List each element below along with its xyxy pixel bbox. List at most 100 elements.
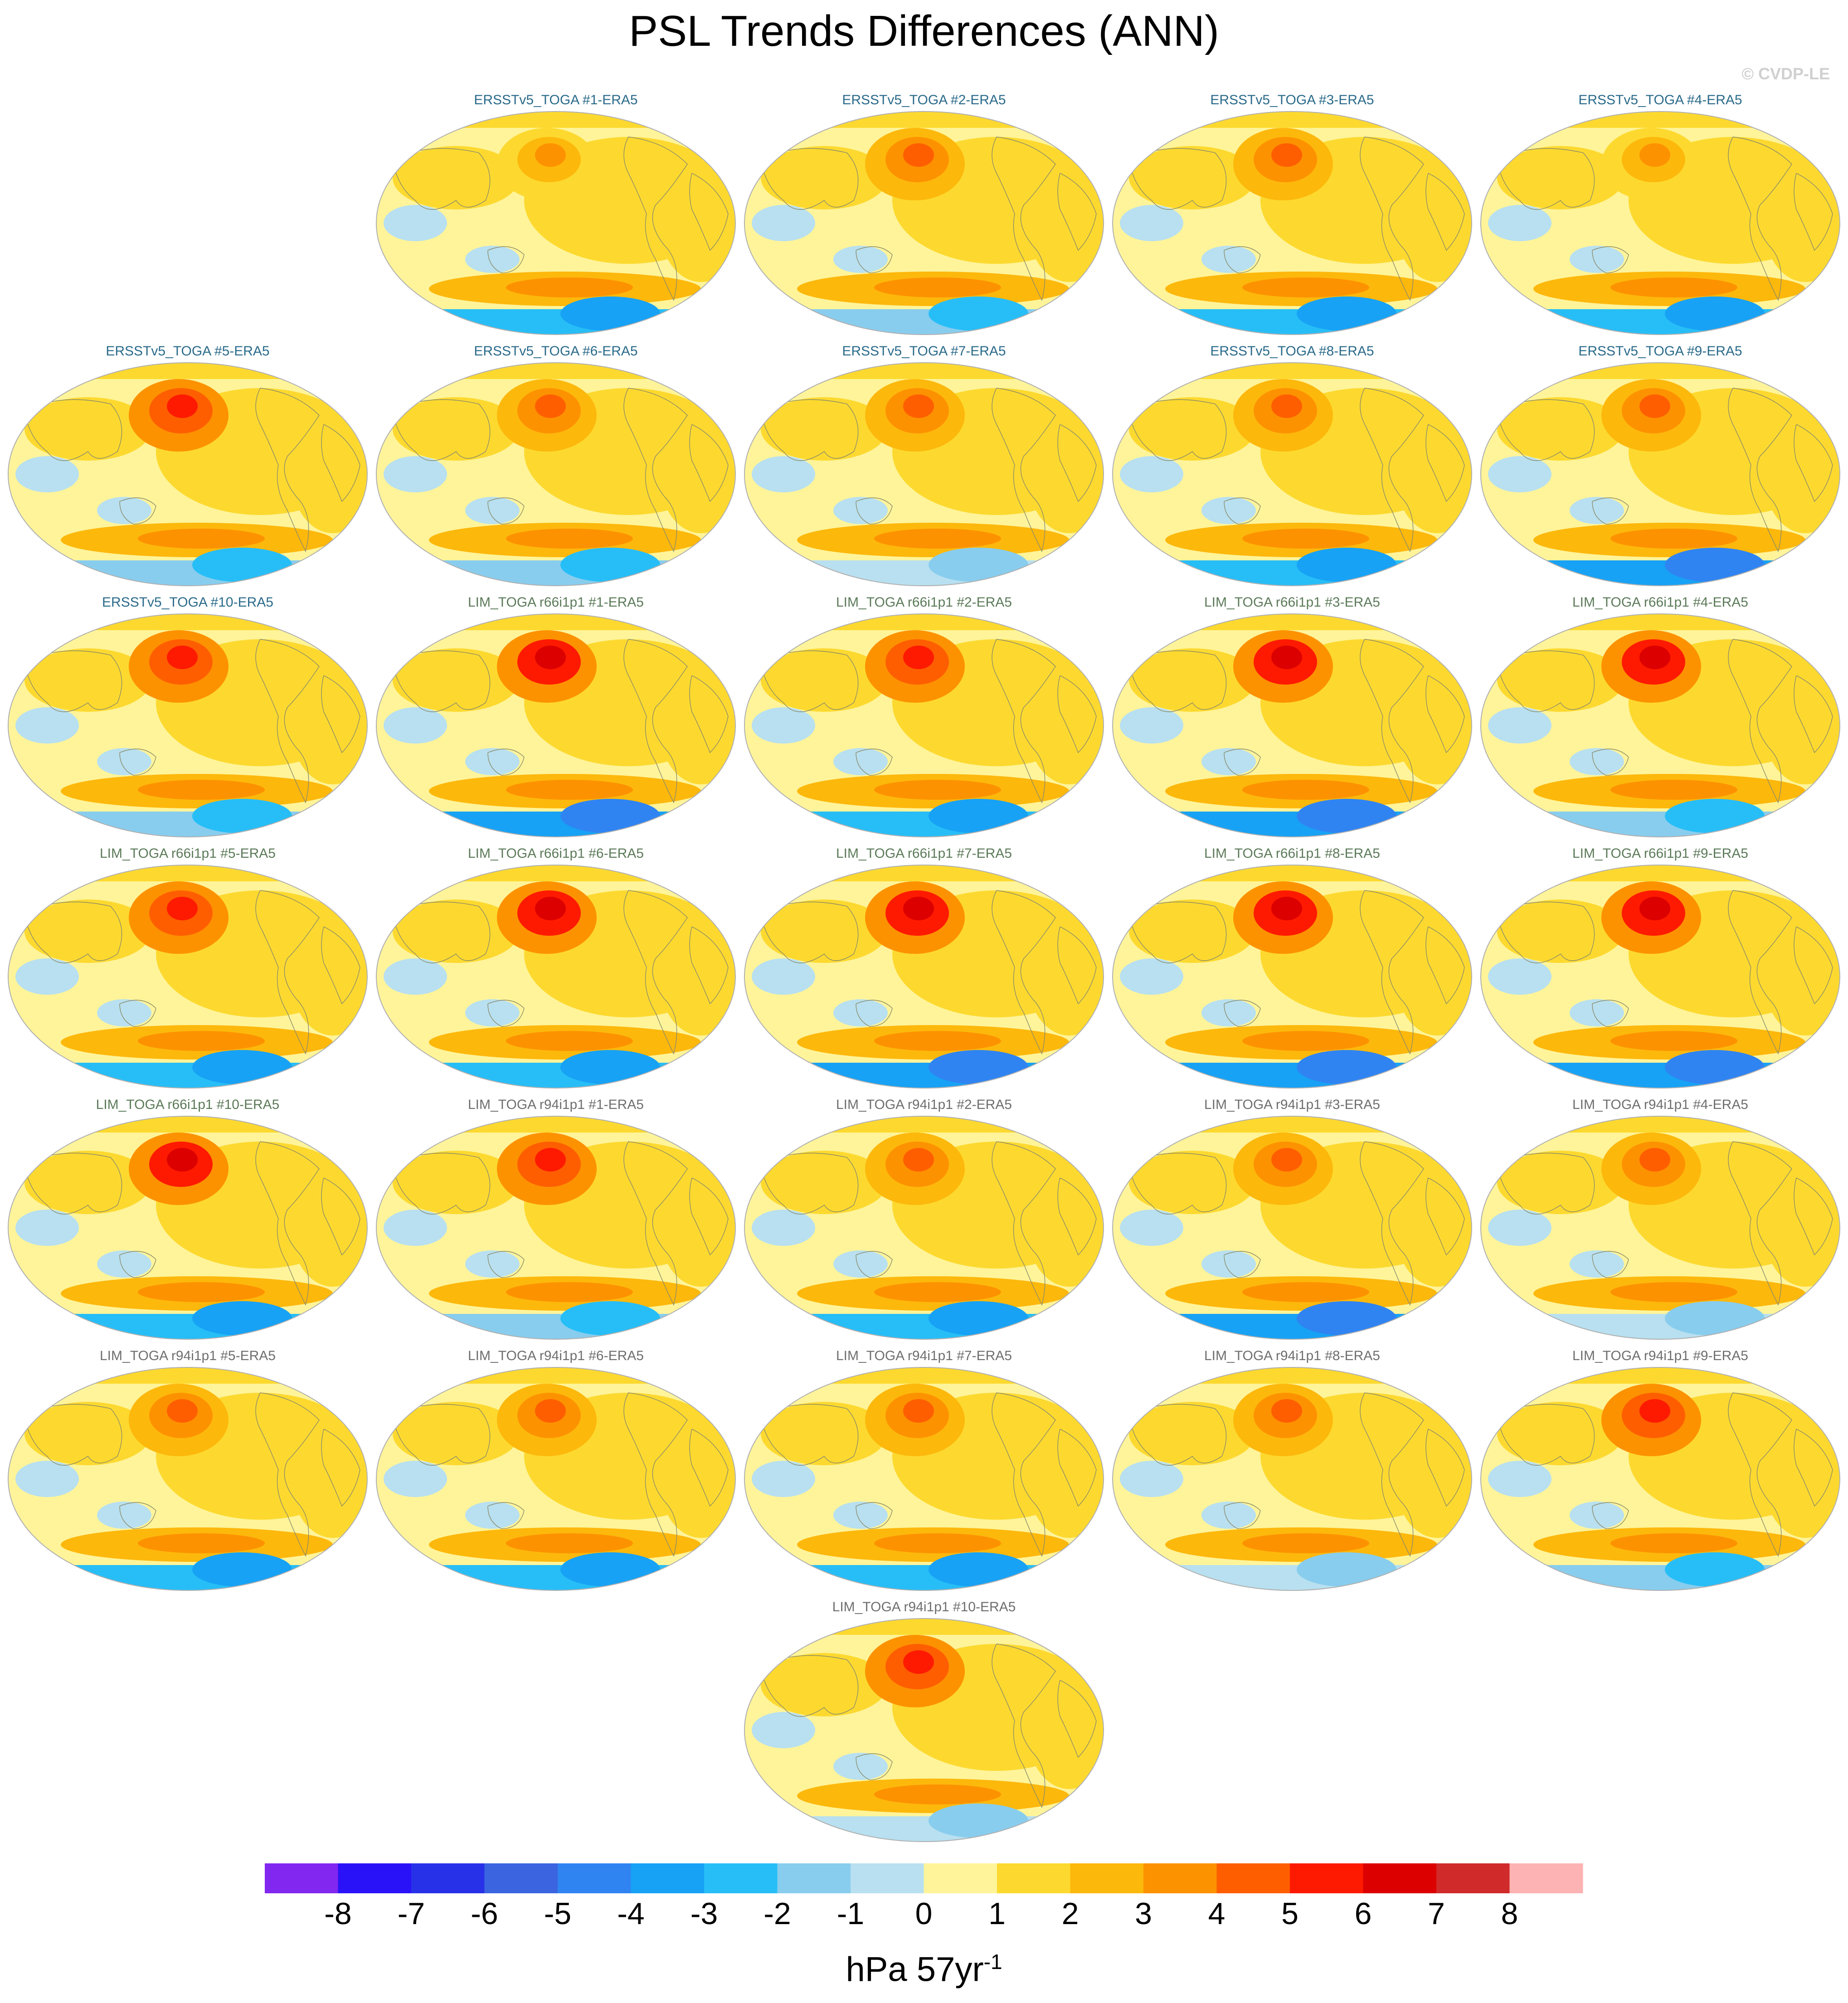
coastline <box>992 136 1056 301</box>
coastline <box>1224 1000 1261 1027</box>
coastline <box>1057 1680 1097 1758</box>
field-indian-neg <box>752 958 815 995</box>
coastline <box>689 173 729 251</box>
panel-title: LIM_TOGA r94i1p1 #1-ERA5 <box>468 1097 644 1112</box>
panel-title: ERSSTv5_TOGA #4-ERA5 <box>1578 92 1742 107</box>
coastline <box>1728 639 1792 804</box>
field-north-band <box>376 112 735 128</box>
field-atlantic <box>1396 1178 1472 1287</box>
field-antarctic-core <box>1297 548 1396 582</box>
field-atlantic <box>1396 424 1472 533</box>
field-indian-neg <box>15 707 79 744</box>
field-maritime-neg <box>833 1250 888 1278</box>
coastline <box>1360 1392 1424 1557</box>
field-indian-neg <box>752 1461 815 1497</box>
panel-title: LIM_TOGA r94i1p1 #3-ERA5 <box>1204 1097 1380 1112</box>
map-outline <box>8 613 368 837</box>
coastline <box>623 1392 688 1557</box>
coastline <box>856 1753 893 1780</box>
field-antarctic-core <box>929 799 1028 833</box>
colorbar-tick-label: 0 <box>915 1896 933 1931</box>
coastlines <box>24 890 360 1055</box>
panel-title: ERSSTv5_TOGA #5-ERA5 <box>106 344 270 359</box>
coastline <box>487 246 525 273</box>
coastline <box>1497 399 1595 461</box>
coastlines <box>760 1392 1097 1557</box>
field-atlantic <box>660 424 735 533</box>
trend-map <box>8 362 368 586</box>
coastline <box>1128 399 1227 461</box>
coastline <box>1497 901 1595 963</box>
map-outline <box>1112 1367 1472 1591</box>
field-antarctic-core <box>1297 1552 1396 1587</box>
field-maritime-neg <box>1570 999 1624 1026</box>
field-np-core <box>167 646 198 669</box>
coastline <box>392 1152 491 1215</box>
coastlines <box>24 388 360 553</box>
field-south-ridge-core <box>1242 1533 1369 1553</box>
coastline <box>1425 675 1465 754</box>
trend-map <box>376 362 736 586</box>
trend-map <box>1480 111 1840 335</box>
field-south-ridge-core <box>874 780 1001 800</box>
field-maritime-neg <box>97 999 151 1026</box>
field-south-ridge-core <box>1610 780 1737 800</box>
field-atlantic <box>1765 1178 1840 1287</box>
colorbar-tick-label: -5 <box>544 1896 572 1931</box>
colorbar-tick-label: 6 <box>1354 1896 1372 1931</box>
coastline <box>856 246 893 273</box>
coastline <box>487 1000 525 1027</box>
field-maritime-neg <box>97 497 151 524</box>
field-north-band <box>1481 363 1840 379</box>
coastline <box>760 399 859 461</box>
field-indian-neg <box>1488 1210 1551 1246</box>
coastline <box>1592 749 1629 776</box>
coastline <box>255 388 320 553</box>
field-indian-neg <box>1120 1461 1183 1497</box>
field-maritime-neg <box>1201 497 1256 524</box>
field-north-band <box>744 614 1104 630</box>
coastline <box>321 926 360 1005</box>
field-antarctic-core <box>929 1301 1028 1336</box>
field-antarctic-band <box>1113 1565 1472 1590</box>
field-south-ridge-core <box>138 1282 265 1302</box>
coastlines <box>760 639 1097 804</box>
field-maritime-neg <box>97 748 151 775</box>
field-south-ridge-core <box>506 277 633 297</box>
field-antarctic-band <box>376 309 735 335</box>
coastline <box>487 1251 525 1278</box>
map-panel: LIM_TOGA r94i1p1 #9-ERA5 <box>1479 1348 1842 1602</box>
field-north-band <box>8 1367 367 1384</box>
trend-map <box>1480 865 1840 1089</box>
coastline <box>119 1000 156 1027</box>
coastline <box>689 926 729 1005</box>
trend-map <box>744 1367 1104 1591</box>
coastlines <box>24 1141 360 1306</box>
coastline <box>24 1404 122 1466</box>
coastlines <box>392 890 729 1055</box>
coastline <box>1794 926 1833 1005</box>
trend-map <box>1112 1367 1472 1591</box>
field-indian-neg <box>384 456 447 492</box>
field-north-band <box>8 1116 367 1133</box>
trend-map <box>1480 362 1840 586</box>
trend-map <box>8 613 368 837</box>
coastline <box>1360 1141 1424 1306</box>
field-atlantic <box>1396 1429 1472 1538</box>
panel-title: ERSSTv5_TOGA #7-ERA5 <box>842 344 1006 359</box>
field-antarctic-band <box>8 1063 367 1088</box>
coastline <box>1794 1429 1833 1507</box>
field-north-band <box>1481 1116 1840 1133</box>
field-maritime-neg <box>833 1753 888 1780</box>
field-antarctic-band <box>744 1816 1104 1842</box>
field-antarctic-core <box>560 799 660 833</box>
coastlines <box>392 1141 729 1306</box>
colorbar-tick-label: 8 <box>1501 1896 1518 1931</box>
coastlines <box>1497 890 1833 1055</box>
field-south-ridge-core <box>1242 1031 1369 1051</box>
coastline <box>119 1502 156 1529</box>
field-north-band <box>744 865 1104 881</box>
field-atlantic <box>660 927 735 1036</box>
field-np-core <box>167 897 198 920</box>
coastline <box>856 1251 893 1278</box>
